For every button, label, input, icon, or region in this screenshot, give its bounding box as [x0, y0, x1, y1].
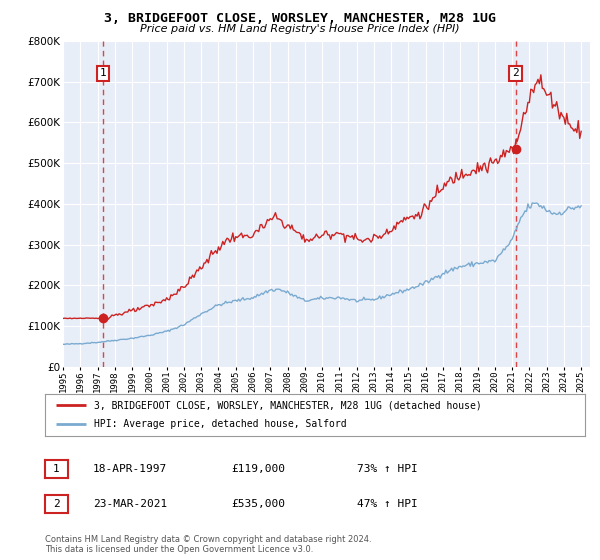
Text: Contains HM Land Registry data © Crown copyright and database right 2024.
This d: Contains HM Land Registry data © Crown c… — [45, 535, 371, 554]
Text: 18-APR-1997: 18-APR-1997 — [93, 464, 167, 474]
Text: 3, BRIDGEFOOT CLOSE, WORSLEY, MANCHESTER, M28 1UG (detached house): 3, BRIDGEFOOT CLOSE, WORSLEY, MANCHESTER… — [94, 400, 481, 410]
Text: £119,000: £119,000 — [231, 464, 285, 474]
Text: 23-MAR-2021: 23-MAR-2021 — [93, 499, 167, 509]
Text: 47% ↑ HPI: 47% ↑ HPI — [357, 499, 418, 509]
Text: £535,000: £535,000 — [231, 499, 285, 509]
Text: 73% ↑ HPI: 73% ↑ HPI — [357, 464, 418, 474]
Text: HPI: Average price, detached house, Salford: HPI: Average price, detached house, Salf… — [94, 419, 346, 430]
Text: Price paid vs. HM Land Registry's House Price Index (HPI): Price paid vs. HM Land Registry's House … — [140, 24, 460, 34]
Text: 3, BRIDGEFOOT CLOSE, WORSLEY, MANCHESTER, M28 1UG: 3, BRIDGEFOOT CLOSE, WORSLEY, MANCHESTER… — [104, 12, 496, 25]
Text: 2: 2 — [512, 68, 519, 78]
Text: 2: 2 — [53, 499, 60, 509]
Text: 1: 1 — [53, 464, 60, 474]
Text: 1: 1 — [100, 68, 106, 78]
